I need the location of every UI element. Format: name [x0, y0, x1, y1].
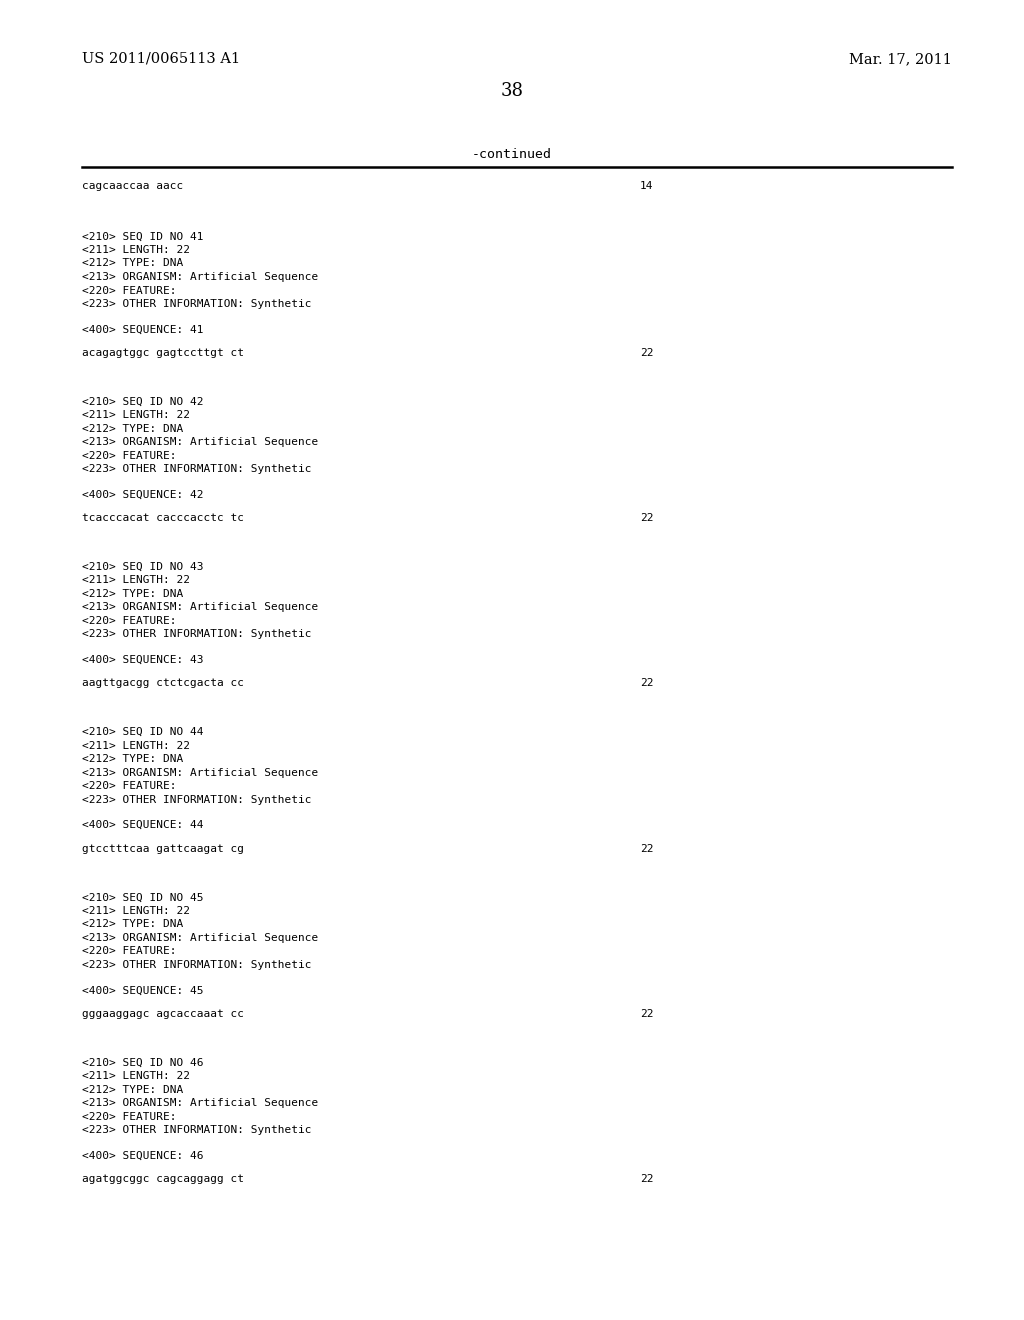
Text: <400> SEQUENCE: 46: <400> SEQUENCE: 46	[82, 1151, 204, 1160]
Text: <213> ORGANISM: Artificial Sequence: <213> ORGANISM: Artificial Sequence	[82, 768, 318, 777]
Text: <212> TYPE: DNA: <212> TYPE: DNA	[82, 919, 183, 929]
Text: <223> OTHER INFORMATION: Synthetic: <223> OTHER INFORMATION: Synthetic	[82, 795, 311, 805]
Text: <211> LENGTH: 22: <211> LENGTH: 22	[82, 741, 189, 751]
Text: gtcctttcaa gattcaagat cg: gtcctttcaa gattcaagat cg	[82, 843, 244, 854]
Text: cagcaaccaa aacc: cagcaaccaa aacc	[82, 181, 183, 191]
Text: <210> SEQ ID NO 42: <210> SEQ ID NO 42	[82, 397, 204, 407]
Text: <400> SEQUENCE: 42: <400> SEQUENCE: 42	[82, 490, 204, 500]
Text: <210> SEQ ID NO 44: <210> SEQ ID NO 44	[82, 727, 204, 737]
Text: acagagtggc gagtccttgt ct: acagagtggc gagtccttgt ct	[82, 348, 244, 358]
Text: <212> TYPE: DNA: <212> TYPE: DNA	[82, 1085, 183, 1094]
Text: 22: 22	[640, 1173, 653, 1184]
Text: <220> FEATURE:: <220> FEATURE:	[82, 616, 176, 626]
Text: <211> LENGTH: 22: <211> LENGTH: 22	[82, 576, 189, 585]
Text: 38: 38	[501, 82, 523, 100]
Text: <213> ORGANISM: Artificial Sequence: <213> ORGANISM: Artificial Sequence	[82, 933, 318, 942]
Text: <400> SEQUENCE: 45: <400> SEQUENCE: 45	[82, 985, 204, 995]
Text: tcacccacat cacccacctc tc: tcacccacat cacccacctc tc	[82, 513, 244, 523]
Text: <223> OTHER INFORMATION: Synthetic: <223> OTHER INFORMATION: Synthetic	[82, 960, 311, 970]
Text: <210> SEQ ID NO 43: <210> SEQ ID NO 43	[82, 562, 204, 572]
Text: <210> SEQ ID NO 46: <210> SEQ ID NO 46	[82, 1057, 204, 1068]
Text: <212> TYPE: DNA: <212> TYPE: DNA	[82, 589, 183, 599]
Text: 22: 22	[640, 1008, 653, 1019]
Text: <210> SEQ ID NO 45: <210> SEQ ID NO 45	[82, 892, 204, 903]
Text: <400> SEQUENCE: 41: <400> SEQUENCE: 41	[82, 325, 204, 334]
Text: agatggcggc cagcaggagg ct: agatggcggc cagcaggagg ct	[82, 1173, 244, 1184]
Text: <220> FEATURE:: <220> FEATURE:	[82, 781, 176, 791]
Text: aagttgacgg ctctcgacta cc: aagttgacgg ctctcgacta cc	[82, 678, 244, 689]
Text: Mar. 17, 2011: Mar. 17, 2011	[850, 51, 952, 66]
Text: <213> ORGANISM: Artificial Sequence: <213> ORGANISM: Artificial Sequence	[82, 602, 318, 612]
Text: 14: 14	[640, 181, 653, 191]
Text: <211> LENGTH: 22: <211> LENGTH: 22	[82, 906, 189, 916]
Text: <213> ORGANISM: Artificial Sequence: <213> ORGANISM: Artificial Sequence	[82, 437, 318, 447]
Text: <223> OTHER INFORMATION: Synthetic: <223> OTHER INFORMATION: Synthetic	[82, 630, 311, 639]
Text: <220> FEATURE:: <220> FEATURE:	[82, 946, 176, 956]
Text: <212> TYPE: DNA: <212> TYPE: DNA	[82, 424, 183, 434]
Text: gggaaggagc agcaccaaat cc: gggaaggagc agcaccaaat cc	[82, 1008, 244, 1019]
Text: 22: 22	[640, 678, 653, 689]
Text: US 2011/0065113 A1: US 2011/0065113 A1	[82, 51, 240, 66]
Text: <212> TYPE: DNA: <212> TYPE: DNA	[82, 754, 183, 764]
Text: <213> ORGANISM: Artificial Sequence: <213> ORGANISM: Artificial Sequence	[82, 272, 318, 282]
Text: <211> LENGTH: 22: <211> LENGTH: 22	[82, 1071, 189, 1081]
Text: 22: 22	[640, 348, 653, 358]
Text: <220> FEATURE:: <220> FEATURE:	[82, 1111, 176, 1122]
Text: <212> TYPE: DNA: <212> TYPE: DNA	[82, 259, 183, 268]
Text: <220> FEATURE:: <220> FEATURE:	[82, 285, 176, 296]
Text: -continued: -continued	[472, 148, 552, 161]
Text: <400> SEQUENCE: 43: <400> SEQUENCE: 43	[82, 655, 204, 665]
Text: <223> OTHER INFORMATION: Synthetic: <223> OTHER INFORMATION: Synthetic	[82, 300, 311, 309]
Text: <223> OTHER INFORMATION: Synthetic: <223> OTHER INFORMATION: Synthetic	[82, 1125, 311, 1135]
Text: <211> LENGTH: 22: <211> LENGTH: 22	[82, 246, 189, 255]
Text: <211> LENGTH: 22: <211> LENGTH: 22	[82, 411, 189, 420]
Text: <210> SEQ ID NO 41: <210> SEQ ID NO 41	[82, 231, 204, 242]
Text: 22: 22	[640, 513, 653, 523]
Text: <220> FEATURE:: <220> FEATURE:	[82, 450, 176, 461]
Text: 22: 22	[640, 843, 653, 854]
Text: <223> OTHER INFORMATION: Synthetic: <223> OTHER INFORMATION: Synthetic	[82, 465, 311, 474]
Text: <213> ORGANISM: Artificial Sequence: <213> ORGANISM: Artificial Sequence	[82, 1098, 318, 1107]
Text: <400> SEQUENCE: 44: <400> SEQUENCE: 44	[82, 820, 204, 830]
